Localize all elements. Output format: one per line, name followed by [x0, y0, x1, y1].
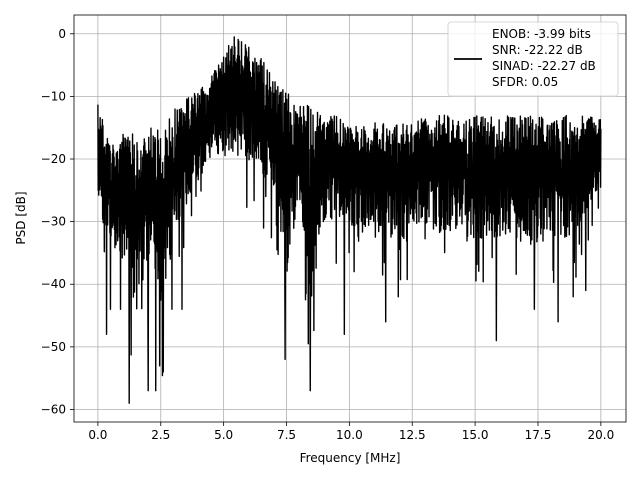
y-tick-label: −20 — [41, 152, 66, 166]
y-tick-label: −30 — [41, 215, 66, 229]
x-tick-label: 20.0 — [587, 428, 614, 442]
legend-box — [447, 21, 619, 97]
y-tick-label: −60 — [41, 402, 66, 416]
x-tick-label: 17.5 — [525, 428, 552, 442]
x-tick-label: 12.5 — [399, 428, 426, 442]
psd-line — [97, 36, 602, 404]
y-axis-ticks: 0 −10 −20 −30 −40 −50 −60 — [41, 27, 74, 416]
x-tick-label: 7.5 — [277, 428, 296, 442]
legend: ENOB: -3.99 bits SNR: -22.22 dB SINAD: -… — [447, 21, 619, 97]
legend-entry-sinad: SINAD: -22.27 dB — [492, 59, 596, 73]
legend-entry-enob: ENOB: -3.99 bits — [492, 27, 591, 41]
x-axis-label: Frequency [MHz] — [300, 451, 401, 465]
legend-entry-sfdr: SFDR: 0.05 — [492, 75, 558, 89]
x-tick-label: 10.0 — [336, 428, 363, 442]
x-tick-label: 5.0 — [214, 428, 233, 442]
x-tick-label: 15.0 — [462, 428, 489, 442]
x-axis-ticks: 0.0 2.5 5.0 7.5 10.0 12.5 15.0 17.5 20.0 — [88, 422, 614, 442]
y-tick-label: −10 — [41, 89, 66, 103]
y-axis-label: PSD [dB] — [14, 191, 28, 244]
y-tick-label: −40 — [41, 277, 66, 291]
y-tick-label: 0 — [58, 27, 66, 41]
legend-entry-snr: SNR: -22.22 dB — [492, 43, 583, 57]
psd-series — [97, 36, 602, 404]
x-tick-label: 0.0 — [88, 428, 107, 442]
x-tick-label: 2.5 — [151, 428, 170, 442]
y-tick-label: −50 — [41, 340, 66, 354]
plot-frame — [73, 14, 627, 423]
